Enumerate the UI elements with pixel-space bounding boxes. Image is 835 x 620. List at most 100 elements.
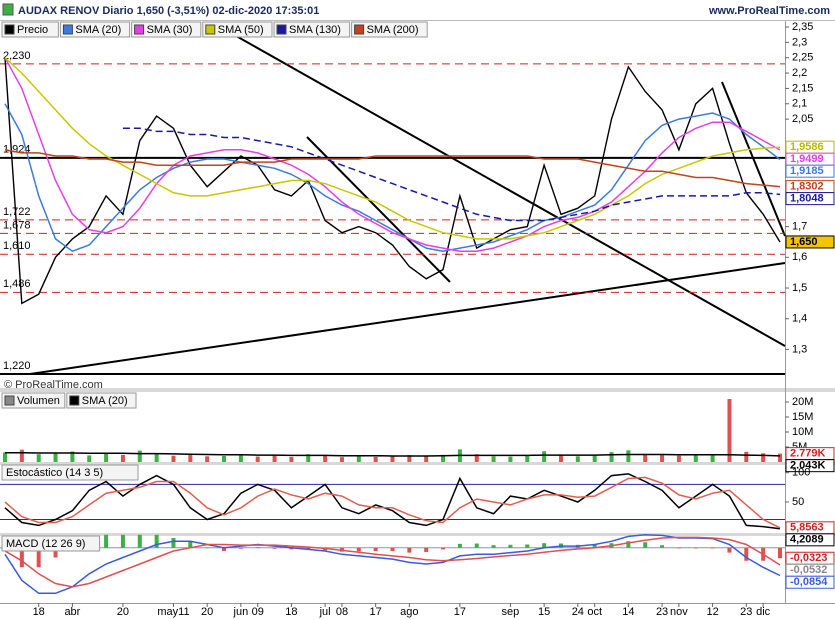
series-line bbox=[4, 57, 781, 252]
bar bbox=[238, 454, 243, 462]
bar bbox=[491, 456, 496, 462]
bar bbox=[3, 452, 7, 462]
bar bbox=[778, 547, 782, 559]
divider bbox=[0, 533, 835, 536]
legend-swatch bbox=[62, 24, 73, 35]
bar bbox=[744, 451, 749, 462]
y-tick-label: 1,4 bbox=[792, 313, 807, 325]
bar bbox=[676, 547, 681, 549]
bar bbox=[727, 399, 732, 462]
legend-box bbox=[131, 21, 202, 38]
legend-swatch bbox=[134, 24, 145, 35]
x-tick-label: 23 bbox=[656, 606, 668, 618]
legend-label: SMA (200) bbox=[367, 24, 419, 36]
legend-box bbox=[202, 21, 273, 38]
x-tick-label: 17 bbox=[370, 606, 382, 618]
bar bbox=[558, 455, 563, 462]
bar bbox=[407, 455, 412, 462]
value-tag bbox=[785, 533, 835, 547]
x-tick-label: ago bbox=[400, 606, 418, 618]
bar bbox=[592, 544, 597, 548]
x-tick-label: abr bbox=[64, 606, 80, 618]
bar bbox=[238, 547, 243, 549]
legend-label: SMA (20) bbox=[82, 395, 128, 407]
bar bbox=[761, 453, 766, 462]
bar bbox=[491, 545, 496, 548]
legend-label: Estocástico (14 3 5) bbox=[6, 467, 103, 479]
series-line bbox=[4, 103, 781, 253]
value-tag-label: 2.043K bbox=[790, 460, 826, 472]
value-tag-label: 1,9185 bbox=[790, 165, 824, 177]
bar bbox=[306, 454, 311, 462]
y-tick-label: 2,3 bbox=[792, 36, 807, 48]
series-line bbox=[122, 127, 781, 222]
bar bbox=[592, 455, 597, 462]
bar bbox=[154, 453, 159, 462]
header-title: AUDAX RENOV Diario 1,650 (-3,51%) 02-dic… bbox=[18, 5, 319, 17]
bar bbox=[120, 454, 125, 462]
y-tick-label: 15M bbox=[792, 411, 813, 423]
divider bbox=[0, 388, 835, 392]
value-tag bbox=[785, 164, 835, 178]
legend-label: MACD (12 26 9) bbox=[6, 538, 85, 550]
legend-box bbox=[351, 21, 428, 38]
legend-box bbox=[66, 392, 137, 409]
bar bbox=[356, 456, 361, 462]
bar bbox=[542, 543, 547, 548]
y-tick-label: 1,5 bbox=[792, 282, 807, 294]
series-line bbox=[4, 536, 781, 588]
series-line bbox=[4, 534, 781, 595]
y-tick-label: 2,2 bbox=[792, 67, 807, 79]
bar bbox=[53, 453, 58, 462]
legend-label: Precio bbox=[17, 24, 48, 36]
x-tick-label: 12 bbox=[706, 606, 718, 618]
legend-box bbox=[273, 21, 351, 38]
bar bbox=[188, 541, 193, 548]
bar bbox=[390, 547, 395, 551]
x-tick-label: sep bbox=[502, 606, 520, 618]
bar bbox=[710, 454, 715, 462]
value-tag bbox=[785, 235, 835, 249]
bar bbox=[710, 547, 715, 549]
x-tick-label: 18 bbox=[33, 606, 45, 618]
y-tick-label: 2,25 bbox=[792, 52, 813, 64]
bar bbox=[643, 453, 648, 462]
x-tick-label: 20 bbox=[201, 606, 213, 618]
bar bbox=[171, 538, 176, 548]
x-tick-label: jun bbox=[233, 606, 249, 618]
y-tick-label: 10M bbox=[792, 426, 813, 438]
x-tick-label: 20 bbox=[117, 606, 129, 618]
value-tag-label: 4,2089 bbox=[790, 534, 824, 546]
bar bbox=[474, 454, 479, 462]
bar bbox=[222, 547, 227, 551]
bar bbox=[205, 456, 210, 462]
bar bbox=[289, 547, 294, 550]
bar bbox=[508, 456, 513, 462]
bar bbox=[272, 547, 277, 549]
bar bbox=[424, 547, 429, 552]
x-tick-label: 23 bbox=[740, 606, 752, 618]
trend-line bbox=[29, 262, 786, 375]
bar bbox=[660, 455, 665, 462]
value-tag-label: 1,8048 bbox=[790, 193, 824, 205]
bar bbox=[660, 545, 665, 548]
bar bbox=[36, 454, 41, 462]
bar bbox=[137, 450, 142, 462]
bar bbox=[154, 534, 159, 548]
bar bbox=[120, 534, 125, 548]
bar bbox=[70, 451, 75, 462]
y-tick-label: 2,1 bbox=[792, 98, 807, 110]
bar bbox=[525, 544, 530, 548]
copyright: © ProRealTime.com bbox=[4, 379, 103, 391]
value-tag-label: 1,650 bbox=[790, 236, 818, 248]
x-tick-label: 09 bbox=[252, 606, 264, 618]
value-tag-label: 1,8302 bbox=[790, 181, 824, 193]
legend-swatch bbox=[4, 24, 15, 35]
level-label: 1,610 bbox=[3, 240, 31, 252]
legend-swatch bbox=[354, 24, 365, 35]
series-line bbox=[4, 57, 781, 240]
bar bbox=[693, 547, 698, 549]
bar bbox=[19, 547, 24, 568]
bar bbox=[272, 455, 277, 462]
bar bbox=[424, 455, 429, 462]
